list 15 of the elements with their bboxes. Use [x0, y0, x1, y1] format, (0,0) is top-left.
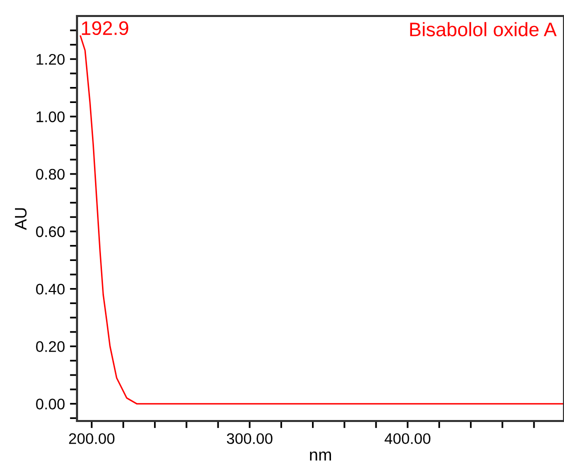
y-tick-label: 0.80: [36, 168, 65, 180]
x-axis-title: nm: [310, 452, 331, 461]
y-tick-label: 0.40: [36, 284, 65, 295]
y-tick-label: 0.20: [36, 341, 65, 352]
x-tick-label: 200.00: [69, 433, 114, 444]
y-tick-label: 1.00: [36, 111, 65, 122]
x-tick-label: 300.00: [226, 433, 272, 444]
text: Bisabolol oxide A: [410, 22, 557, 36]
line-series: [80, 35, 564, 404]
y-tick-label: 1.20: [36, 54, 65, 65]
y-tick-label: 0.60: [36, 226, 65, 238]
y-axis-title: AU: [14, 208, 27, 230]
annotation: 192.9: [82, 21, 128, 36]
y-tick-label: 0.00: [36, 398, 65, 410]
x-tick-label: 400.00: [384, 433, 430, 444]
